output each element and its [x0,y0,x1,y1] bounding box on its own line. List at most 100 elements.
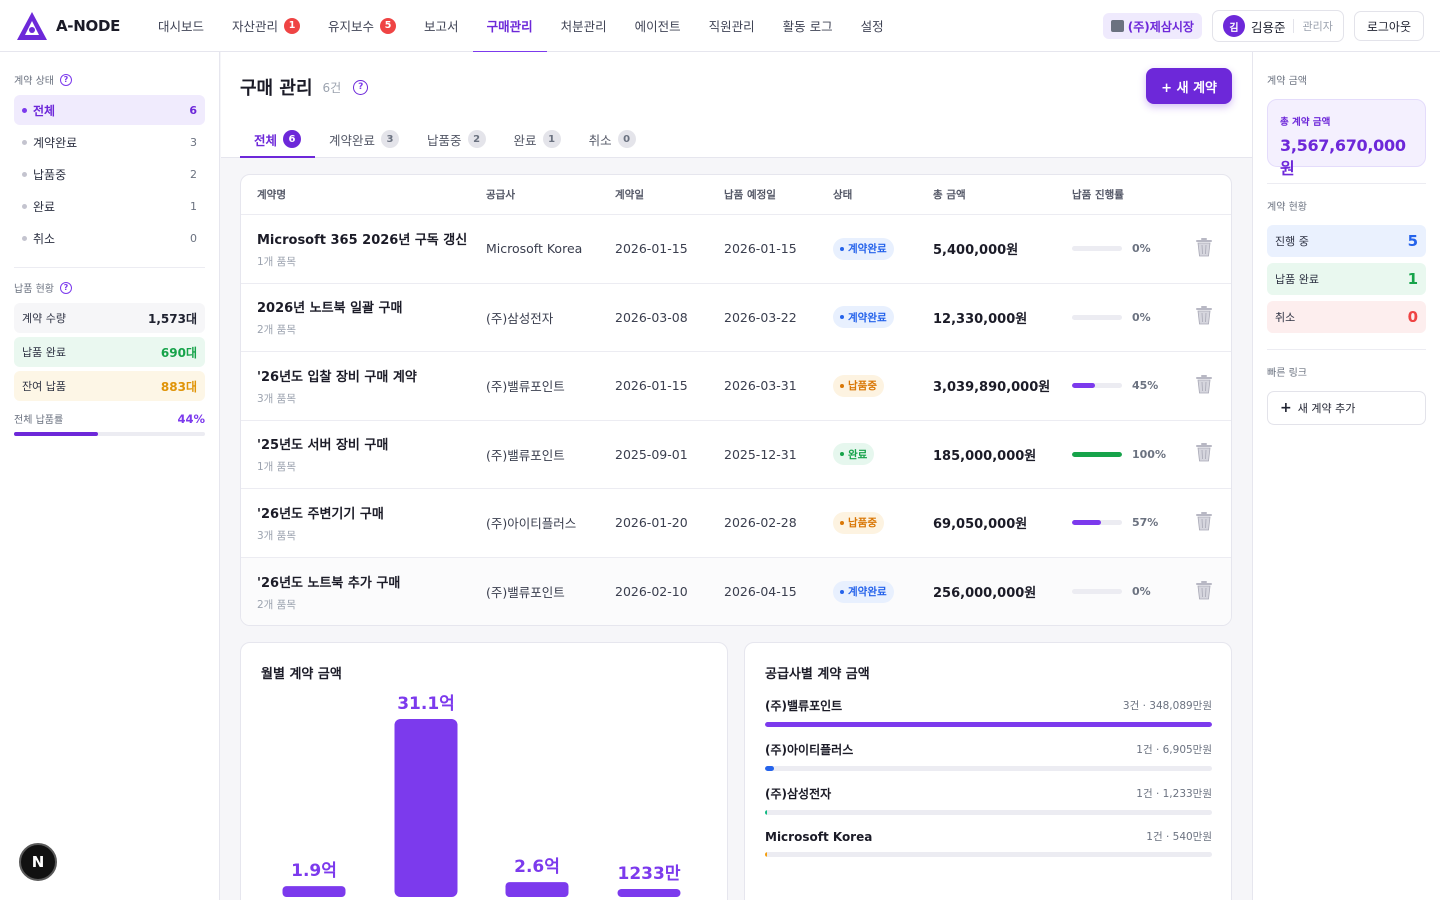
main-nav: 대시보드 자산관리 1 유지보수 5 보고서 구매관리 처분관리 에이전트 직원관리 활동 로그 설정 [144,0,898,53]
nav-item[interactable]: 직원관리 [695,0,769,52]
contract-name[interactable]: Microsoft 365 2026년 구독 갱신 [257,232,468,248]
column-header[interactable]: 계약일 [615,189,644,201]
status-filter-item[interactable]: 전체 6 [14,95,205,125]
chart-bar[interactable] [282,886,346,897]
dev-tools-button[interactable]: N [19,843,57,881]
chart-bar[interactable] [394,719,458,897]
contract-name[interactable]: 2026년 노트북 일괄 구매 [257,301,403,317]
table-row[interactable]: '26년도 주변기기 구매 3개 품목 (주)아이티플러스 2026-01-20 202… [241,489,1231,558]
progress-bar [1072,520,1122,526]
help-icon[interactable]: ? [59,73,72,86]
company-chip[interactable]: (주)제삼시장 [1102,13,1202,39]
status-filter-item[interactable]: 완료 1 [14,191,205,221]
progress-cell: 57% [1072,516,1158,529]
total-amount-card: 총 계약 금액 3,567,670,000원 [1267,99,1426,178]
amount-cell: 185,000,000원 [933,448,1037,464]
contract-status-row[interactable]: 취소 0 [1267,301,1426,333]
delete-button[interactable] [1195,580,1213,604]
supplier-chart-card: 공급사별 계약 금액 (주)밸류포인트 3건 · 348,089만원 (주)아이티플… [744,642,1232,900]
nav-item[interactable]: 활동 로그 [769,0,847,52]
column-header[interactable]: 납품 예정일 [724,189,776,201]
status-filter-item[interactable]: 계약완료 3 [14,127,205,157]
amount-cell: 69,050,000원 [933,517,1028,533]
nav-item[interactable]: 유지보수 5 [314,0,410,52]
nav-item[interactable]: 설정 [847,0,898,52]
supplier-row[interactable]: Microsoft Korea 1건 · 540만원 [765,829,1212,857]
tab[interactable]: 납품중 2 [413,120,500,158]
contract-name-cell: 2026년 노트북 일괄 구매 2개 품목 [257,297,402,337]
table-row[interactable]: 2026년 노트북 일괄 구매 2개 품목 (주)삼성전자 2026-03-08 202… [241,284,1231,352]
status-badge-label: 계약완료 [848,311,887,324]
table-row[interactable]: '26년도 입찰 장비 구매 계약 3개 품목 (주)밸류포인트 2026-01-15… [241,352,1231,421]
due-date-cell: 2025-12-31 [724,446,797,462]
supplier-row-head: (주)삼성전자 1건 · 1,233만원 [765,785,1212,802]
due-date-cell: 2026-03-22 [724,309,797,325]
tab[interactable]: 계약완료 3 [315,120,413,158]
progress-bar [1072,451,1122,457]
delivery-summary: 계약 수량 1,573대 납품 완료 690대 잔여 납품 883대 [14,303,205,401]
supplier-bar [765,766,774,771]
nav-item-label: 보고서 [424,19,459,34]
column-header[interactable]: 공급사 [486,189,515,201]
chart-bar[interactable] [505,882,569,897]
new-contract-button[interactable]: + 새 계약 [1146,68,1232,104]
quick-add-contract-button[interactable]: + 새 계약 추가 [1267,391,1426,425]
due-date-cell: 2026-03-31 [724,378,797,394]
delete-button[interactable] [1195,305,1213,329]
column-header[interactable]: 납품 진행률 [1072,189,1124,201]
delete-button[interactable] [1195,442,1213,466]
contract-name[interactable]: '26년도 노트북 추가 구매 [257,575,401,591]
delivery-value: 690대 [160,345,197,360]
brand[interactable]: A-NODE [16,11,144,41]
delivery-value: 1,573대 [148,311,197,326]
status-filter-item[interactable]: 취소 0 [14,223,205,253]
table-row[interactable]: '25년도 서버 장비 구매 1개 품목 (주)밸류포인트 2025-09-01 202… [241,421,1231,489]
contract-status-list: 진행 중 5 납품 완료 1 취소 0 [1267,225,1426,333]
contract-name[interactable]: '25년도 서버 장비 구매 [257,438,389,454]
supplier-row[interactable]: (주)삼성전자 1건 · 1,233만원 [765,785,1212,815]
tab[interactable]: 전체 6 [240,120,316,158]
supplier-row[interactable]: (주)아이티플러스 1건 · 6,905만원 [765,741,1212,771]
supplier-meta: 1건 · 1,233만원 [1136,788,1212,800]
chart-bar[interactable] [617,889,681,897]
delete-button[interactable] [1195,511,1213,535]
tab[interactable]: 취소 0 [575,120,650,158]
delivery-rate: 전체 납품률 44% [14,411,205,427]
contract-status-row[interactable]: 진행 중 5 [1267,225,1426,257]
nav-item[interactable]: 처분관리 [547,0,621,52]
delete-button[interactable] [1195,374,1213,398]
delivery-rate-label: 전체 납품률 [14,415,64,426]
help-icon[interactable]: ? [59,281,72,294]
nav-item[interactable]: 에이전트 [621,0,695,52]
nav-item[interactable]: 자산관리 1 [218,0,314,52]
contract-name[interactable]: '26년도 입찰 장비 구매 계약 [257,369,417,385]
avatar: 김 [1222,15,1245,37]
logout-button[interactable]: 로그아웃 [1353,11,1424,41]
contract-name[interactable]: '26년도 주변기기 구매 [257,506,384,522]
monthly-chart-title: 월별 계약 금액 [261,667,342,682]
supplier-cell: (주)삼성전자 [486,310,554,326]
table-row[interactable]: Microsoft 365 2026년 구독 갱신 1개 품목 Microsoft … [241,215,1231,284]
column-header[interactable]: 총 금액 [933,189,966,201]
table-row[interactable]: '26년도 노트북 추가 구매 2개 품목 (주)밸류포인트 2026-02-10 20… [241,557,1231,625]
supplier-row[interactable]: (주)밸류포인트 3건 · 348,089만원 [765,697,1212,727]
contract-name-cell: '26년도 입찰 장비 구매 계약 3개 품목 [257,366,417,406]
progress-bar [1072,246,1122,252]
help-icon[interactable]: ? [353,79,369,95]
building-icon [1110,20,1124,32]
nav-item[interactable]: 대시보드 [144,0,218,52]
delete-button[interactable] [1195,237,1213,261]
contract-status-value: 0 [1407,308,1418,326]
column-header[interactable]: 상태 [833,189,853,201]
contract-status-row[interactable]: 납품 완료 1 [1267,263,1426,295]
nav-item[interactable]: 구매관리 [472,0,547,53]
tab[interactable]: 완료 1 [500,120,575,158]
delivery-value: 883대 [160,379,197,394]
nav-item[interactable]: 보고서 [410,0,473,52]
trash-icon [1196,237,1212,257]
contract-name-cell: Microsoft 365 2026년 구독 갱신 1개 품목 [257,229,467,269]
tab-count: 6 [283,130,302,148]
user-menu[interactable]: 김 김용준 관리자 [1211,10,1344,42]
column-header[interactable]: 계약명 [257,189,286,201]
status-filter-item[interactable]: 납품중 2 [14,159,205,189]
